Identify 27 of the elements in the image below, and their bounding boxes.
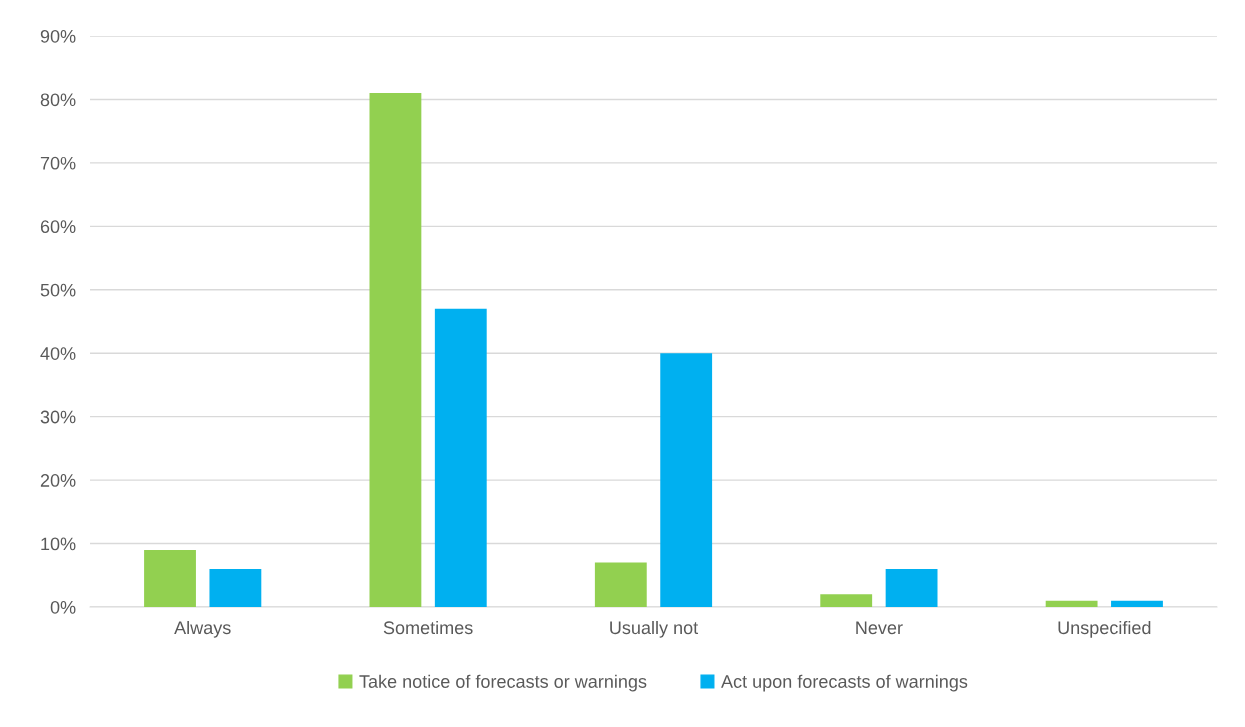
bar <box>594 562 647 607</box>
y-tick-label: 90% <box>40 29 76 43</box>
bar <box>369 93 422 607</box>
bar <box>144 549 196 607</box>
y-tick-label: 30% <box>40 410 76 424</box>
legend-label: Act upon forecasts of warnings <box>721 674 968 692</box>
x-tick-label: Usually not <box>610 620 699 638</box>
bar <box>434 308 487 607</box>
y-tick-label: 70% <box>40 156 76 170</box>
y-tick-label: 20% <box>40 474 76 487</box>
bar <box>885 568 938 607</box>
y-tick-label: 40% <box>40 347 76 360</box>
x-tick-label: Never <box>856 621 903 635</box>
legend-label: Take notice of forecasts or warnings <box>359 674 647 692</box>
bar <box>209 568 262 607</box>
bar <box>1045 600 1098 607</box>
x-tick-label: Always <box>174 620 231 638</box>
x-tick-label: Unspecified <box>1058 620 1151 638</box>
y-tick-label: 10% <box>41 537 76 551</box>
bar <box>660 353 713 607</box>
bar <box>820 594 873 607</box>
x-tick-label: Sometimes <box>383 620 473 635</box>
y-tick-label: 60% <box>40 220 76 234</box>
bar <box>1111 600 1163 607</box>
y-tick-label: 50% <box>40 283 76 297</box>
y-tick-label: 0% <box>50 600 76 614</box>
y-tick-label: 80% <box>40 93 76 107</box>
